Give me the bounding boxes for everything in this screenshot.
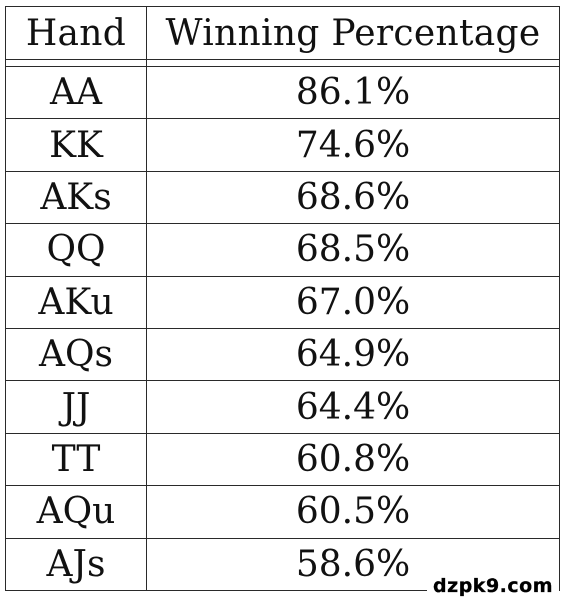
- site-watermark: dzpk9.com: [427, 574, 559, 599]
- percentage-cell: 86.1%: [146, 65, 560, 120]
- header-separator-cell: [5, 59, 147, 67]
- hand-cell: JJ: [5, 380, 147, 434]
- percentage-cell: 60.8%: [146, 432, 560, 487]
- table-row: QQ 68.5%: [5, 223, 560, 277]
- hand-cell: QQ: [5, 223, 147, 277]
- hand-cell: TT: [5, 432, 147, 487]
- hand-percentage-table-container: Hand Winning Percentage AA 86.1% KK 74.6…: [5, 6, 560, 591]
- table-row: AJs 58.6%: [5, 537, 560, 591]
- table-row: AKs 68.6%: [5, 170, 560, 225]
- percentage-cell: 68.6%: [146, 170, 560, 225]
- table-row: TT 60.8%: [5, 432, 560, 487]
- table-row: AQu 60.5%: [5, 485, 560, 539]
- table-row: AQs 64.9%: [5, 327, 560, 382]
- hand-cell: AJs: [5, 537, 147, 591]
- percentage-cell: 64.4%: [146, 380, 560, 434]
- header-separator-cell: [146, 59, 560, 67]
- percentage-cell: 60.5%: [146, 485, 560, 539]
- table-row: AA 86.1%: [5, 65, 560, 120]
- percentage-cell: 67.0%: [146, 275, 560, 329]
- table-row: KK 74.6%: [5, 118, 560, 172]
- percentage-cell: 68.5%: [146, 223, 560, 277]
- column-header-winning-percentage: Winning Percentage: [146, 6, 560, 60]
- hand-cell: AQu: [5, 485, 147, 539]
- hand-percentage-table: Hand Winning Percentage AA 86.1% KK 74.6…: [5, 6, 560, 591]
- column-header-hand: Hand: [5, 6, 147, 60]
- hand-cell: KK: [5, 118, 147, 172]
- hand-cell: AKs: [5, 170, 147, 225]
- header-separator: [5, 59, 560, 67]
- percentage-cell: 64.9%: [146, 327, 560, 382]
- hand-cell: AQs: [5, 327, 147, 382]
- table-row: JJ 64.4%: [5, 380, 560, 434]
- table-row: AKu 67.0%: [5, 275, 560, 329]
- table-header-row: Hand Winning Percentage: [5, 6, 560, 60]
- hand-cell: AA: [5, 65, 147, 120]
- percentage-cell: 74.6%: [146, 118, 560, 172]
- hand-cell: AKu: [5, 275, 147, 329]
